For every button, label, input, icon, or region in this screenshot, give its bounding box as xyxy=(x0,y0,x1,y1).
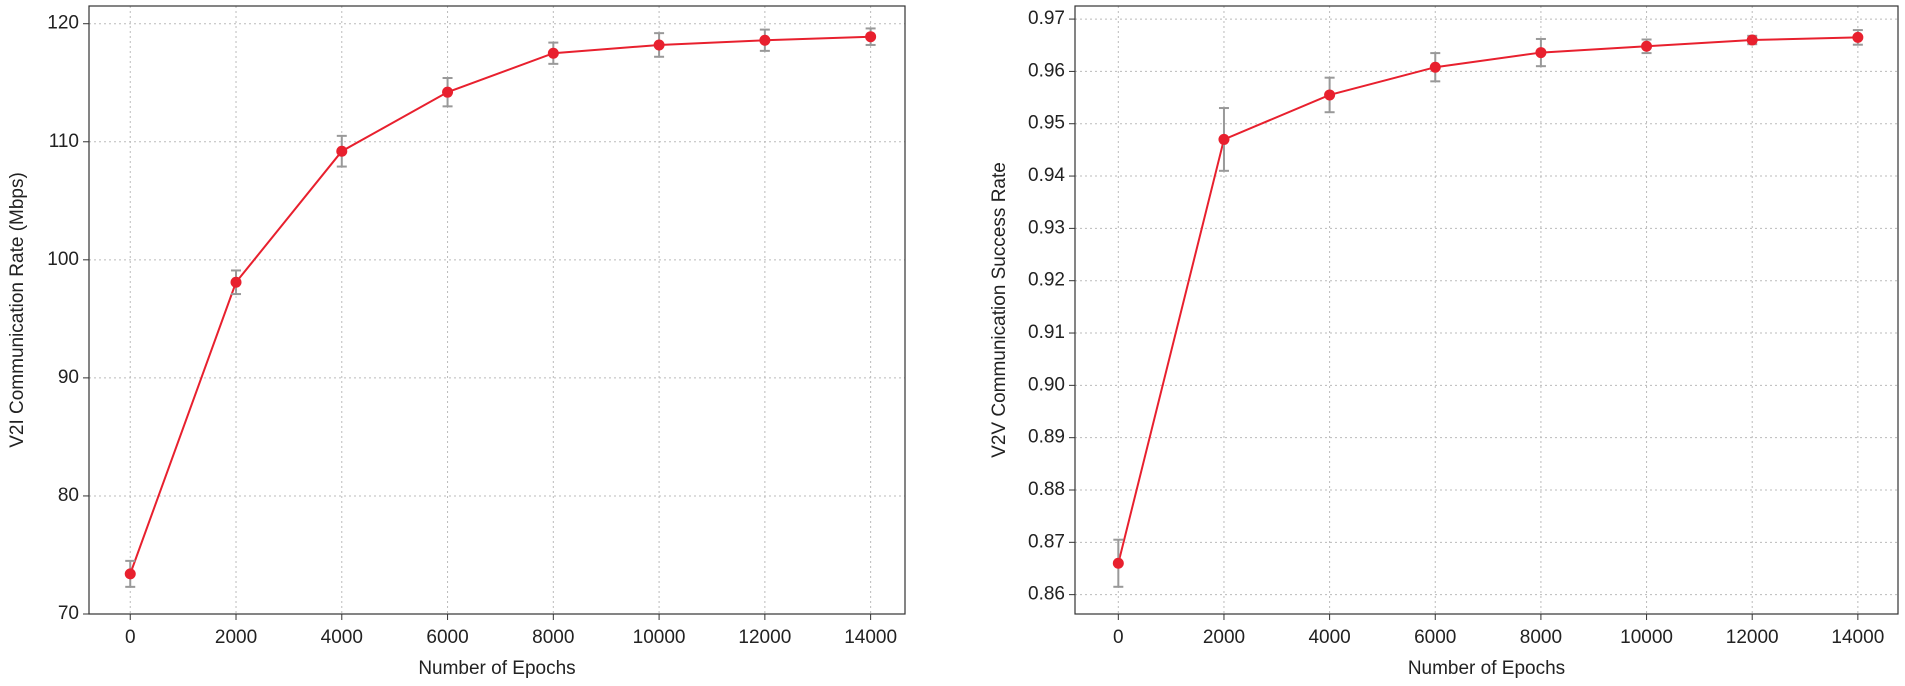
x-axis-title: Number of Epochs xyxy=(418,658,575,679)
x-tick-label: 12000 xyxy=(738,627,791,648)
x-tick-label: 6000 xyxy=(426,627,468,648)
data-point xyxy=(653,39,665,51)
y-tick-label: 0.87 xyxy=(1028,531,1065,552)
y-tick-label: 0.93 xyxy=(1028,217,1065,238)
data-point xyxy=(1852,31,1864,43)
x-tick-label: 14000 xyxy=(844,627,897,648)
y-axis-title: V2V Communication Success Rate xyxy=(989,162,1010,458)
x-tick-label: 12000 xyxy=(1726,627,1779,648)
x-tick-label: 4000 xyxy=(1308,627,1350,648)
data-line xyxy=(129,35,871,575)
plot-frame xyxy=(88,5,906,615)
y-tick-label: 90 xyxy=(58,367,79,388)
data-point xyxy=(547,47,559,59)
y-tick-label: 70 xyxy=(58,603,79,624)
data-point xyxy=(1429,61,1441,73)
x-tick-label: 8000 xyxy=(1520,627,1562,648)
x-tick-label: 2000 xyxy=(215,627,257,648)
data-point xyxy=(442,86,454,98)
data-point xyxy=(1324,89,1336,101)
y-tick-label: 0.95 xyxy=(1028,113,1065,134)
data-point xyxy=(336,145,348,157)
plot-frame xyxy=(1074,5,1899,615)
y-tick-label: 0.90 xyxy=(1028,374,1065,395)
data-point xyxy=(230,276,242,288)
x-tick-label: 10000 xyxy=(633,627,686,648)
data-point xyxy=(759,34,771,46)
x-tick-label: 6000 xyxy=(1414,627,1456,648)
data-point xyxy=(1641,40,1653,52)
y-tick-label: 0.89 xyxy=(1028,427,1065,448)
y-tick-label: 0.97 xyxy=(1028,8,1065,29)
data-line xyxy=(1117,36,1858,564)
y-tick-label: 120 xyxy=(47,13,79,34)
data-point xyxy=(1535,47,1547,59)
x-tick-label: 0 xyxy=(125,627,136,648)
x-tick-label: 4000 xyxy=(321,627,363,648)
data-point xyxy=(1112,557,1124,569)
y-tick-label: 80 xyxy=(58,485,79,506)
x-tick-label: 10000 xyxy=(1620,627,1673,648)
y-tick-label: 0.94 xyxy=(1028,165,1065,186)
data-point xyxy=(1746,34,1758,46)
data-point xyxy=(124,568,136,580)
x-tick-label: 2000 xyxy=(1203,627,1245,648)
y-tick-label: 110 xyxy=(49,131,79,152)
y-tick-label: 0.92 xyxy=(1028,270,1065,291)
y-tick-label: 0.91 xyxy=(1028,322,1065,343)
x-tick-label: 0 xyxy=(1113,627,1124,648)
y-tick-label: 0.88 xyxy=(1028,479,1065,500)
y-tick-label: 0.86 xyxy=(1028,584,1065,605)
data-point xyxy=(1218,133,1230,145)
y-tick-label: 100 xyxy=(47,249,79,270)
x-tick-label: 14000 xyxy=(1831,627,1884,648)
data-point xyxy=(865,31,877,43)
y-tick-label: 0.96 xyxy=(1028,60,1065,81)
x-tick-label: 8000 xyxy=(532,627,574,648)
y-axis-title: V2I Communication Rate (Mbps) xyxy=(7,172,28,448)
x-axis-title: Number of Epochs xyxy=(1408,658,1565,679)
